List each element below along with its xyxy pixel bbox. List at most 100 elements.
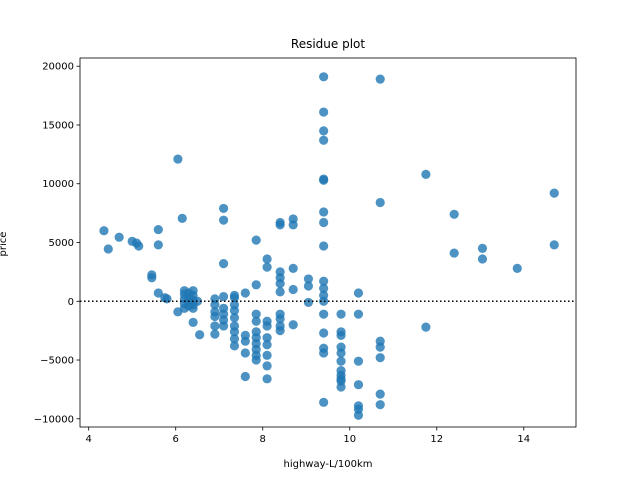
data-point <box>251 309 261 319</box>
data-point <box>134 241 144 251</box>
data-point <box>288 284 298 295</box>
data-point <box>319 241 329 251</box>
y-axis-title: price <box>0 232 9 257</box>
data-point <box>449 209 459 219</box>
data-point <box>229 341 240 351</box>
data-point <box>288 320 298 330</box>
data-point <box>336 330 346 340</box>
data-point <box>477 243 488 253</box>
data-point <box>262 262 272 272</box>
y-tick-label: 20000 <box>42 62 74 73</box>
data-point <box>229 293 240 303</box>
x-tick-label: 10 <box>343 434 356 445</box>
data-point <box>262 254 272 264</box>
data-point <box>477 254 488 264</box>
data-point <box>210 300 220 310</box>
data-point <box>229 327 240 337</box>
data-point <box>262 350 272 360</box>
y-tick-label: −5000 <box>40 356 74 367</box>
y-tick-label: −10000 <box>34 414 74 425</box>
data-point <box>262 374 272 384</box>
data-point <box>336 382 346 392</box>
x-tick-label: 14 <box>517 434 530 445</box>
data-point <box>251 316 261 326</box>
data-point <box>375 197 385 208</box>
data-point <box>103 244 113 254</box>
data-point <box>319 135 329 145</box>
x-tick-label: 8 <box>260 434 266 445</box>
x-axis-title: highway-L/100km <box>283 459 372 470</box>
data-point <box>421 169 431 179</box>
data-point <box>153 288 163 298</box>
data-point <box>275 314 285 324</box>
data-point <box>336 309 346 319</box>
data-point <box>336 348 346 358</box>
data-point <box>319 175 329 185</box>
data-point <box>353 288 364 298</box>
data-point <box>218 291 229 302</box>
data-point <box>275 326 285 336</box>
data-point <box>162 294 172 304</box>
data-point <box>229 306 240 316</box>
data-point <box>353 356 364 366</box>
plot-area: 4 6 8 10 12 14 −10000 −5000 0 5000 10000 15000 20000 <box>34 57 577 445</box>
data-point <box>319 276 329 286</box>
data-point <box>319 217 329 228</box>
data-point <box>99 226 109 236</box>
data-point <box>303 297 314 308</box>
data-point <box>275 287 285 297</box>
data-point <box>375 342 385 352</box>
data-point <box>251 355 261 365</box>
data-point <box>153 224 163 235</box>
y-tick-label: 10000 <box>42 179 74 190</box>
data-point <box>319 296 329 306</box>
data-point <box>549 188 559 198</box>
data-point <box>147 273 157 283</box>
data-point <box>251 280 261 290</box>
data-point <box>319 328 329 338</box>
data-point <box>288 263 298 273</box>
data-point <box>275 220 285 230</box>
data-point <box>210 321 220 331</box>
data-point <box>188 303 198 313</box>
data-point <box>319 309 329 319</box>
x-tick-label: 12 <box>430 434 443 445</box>
data-point <box>153 240 163 250</box>
data-point <box>251 235 261 245</box>
data-point <box>319 72 329 82</box>
data-point <box>353 410 364 420</box>
data-point <box>375 353 385 363</box>
data-point <box>195 330 205 340</box>
data-point <box>375 74 385 84</box>
data-point <box>319 283 329 293</box>
data-point <box>303 274 314 284</box>
data-point <box>173 154 183 164</box>
data-point <box>319 126 329 136</box>
y-tick-label: 5000 <box>49 238 74 249</box>
chart-title: Residue plot <box>291 37 365 51</box>
data-point <box>375 389 385 399</box>
data-point <box>319 207 329 217</box>
data-point <box>288 220 298 230</box>
data-point <box>114 232 124 242</box>
x-tick-label: 4 <box>86 434 92 445</box>
data-point <box>240 371 250 382</box>
data-point <box>188 317 198 328</box>
data-point <box>218 215 229 225</box>
data-point <box>262 361 272 371</box>
data-point <box>240 288 250 298</box>
data-points <box>99 72 559 420</box>
data-point <box>303 281 314 291</box>
y-tick-label: 0 <box>68 297 74 308</box>
data-point <box>218 259 229 269</box>
data-point <box>353 309 364 319</box>
data-point <box>353 380 364 390</box>
data-point <box>421 322 431 332</box>
data-point <box>229 313 240 323</box>
data-point <box>319 107 329 117</box>
data-point <box>449 248 459 258</box>
data-point <box>319 397 329 407</box>
data-point <box>549 240 559 250</box>
data-point <box>262 333 272 343</box>
